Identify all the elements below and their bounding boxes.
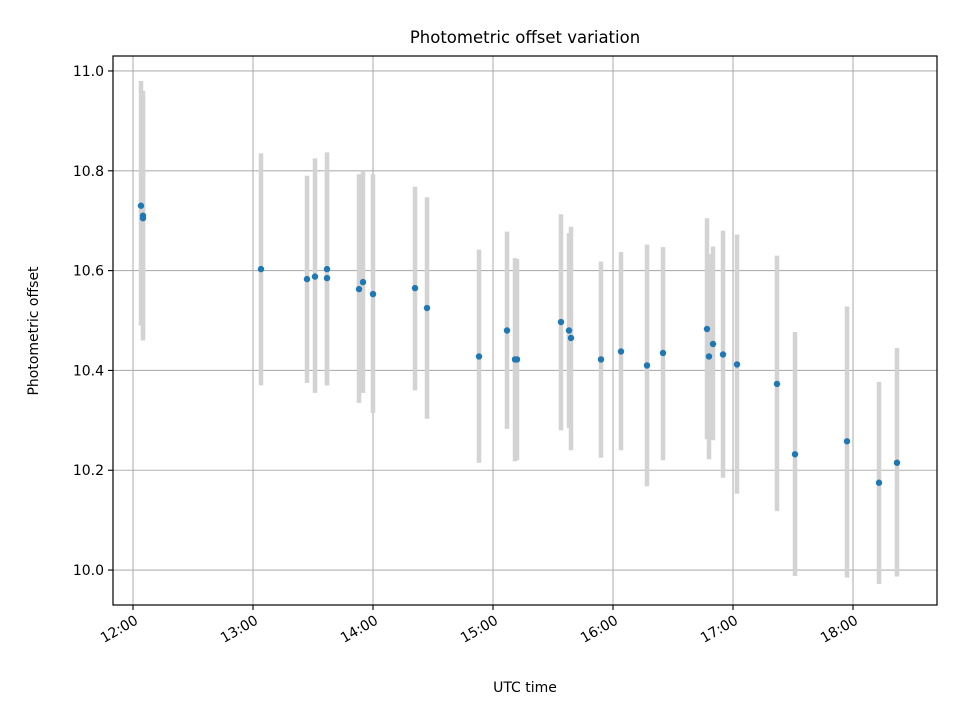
y-tick-label: 11.0 <box>73 64 104 80</box>
y-axis-label: Photometric offset <box>26 266 42 396</box>
data-point <box>257 265 265 273</box>
data-point <box>355 285 363 293</box>
tick-layer: 12:00 13:00 14:00 15:00 16:00 17:00 18:0010.01… <box>73 64 861 647</box>
point-layer <box>137 202 901 486</box>
data-point <box>475 353 483 360</box>
data-point <box>369 290 377 298</box>
data-point <box>597 356 605 363</box>
plot-area-background <box>113 56 937 605</box>
data-point <box>311 273 319 280</box>
data-point <box>643 362 651 369</box>
data-point <box>659 349 667 357</box>
data-point <box>705 353 713 360</box>
data-point <box>567 334 575 342</box>
data-point <box>733 361 741 368</box>
data-point <box>303 275 311 283</box>
data-point <box>359 278 367 286</box>
y-tick-label: 10.0 <box>73 563 104 579</box>
y-tick-label: 10.8 <box>73 164 104 180</box>
data-point <box>843 438 851 445</box>
y-tick-label: 10.4 <box>73 363 104 379</box>
x-axis-label: UTC time <box>493 680 557 696</box>
data-point <box>703 325 711 333</box>
data-point <box>137 202 145 209</box>
data-point <box>617 348 625 355</box>
data-point <box>411 284 419 292</box>
y-tick-label: 10.2 <box>73 463 104 479</box>
plot-frame <box>112 55 938 606</box>
data-point <box>565 327 573 334</box>
data-point <box>513 356 521 363</box>
y-tick-label: 10.6 <box>73 264 104 280</box>
data-point <box>709 340 717 348</box>
data-point <box>875 479 883 486</box>
data-point <box>423 304 431 312</box>
data-point <box>557 318 565 326</box>
data-point <box>719 351 727 358</box>
data-point <box>503 327 511 334</box>
data-point <box>773 380 781 388</box>
data-point <box>323 265 331 273</box>
data-point <box>893 459 901 466</box>
data-point <box>323 274 331 282</box>
chart-title: Photometric offset variation <box>410 28 640 47</box>
data-point <box>791 451 799 458</box>
data-point <box>139 215 147 222</box>
